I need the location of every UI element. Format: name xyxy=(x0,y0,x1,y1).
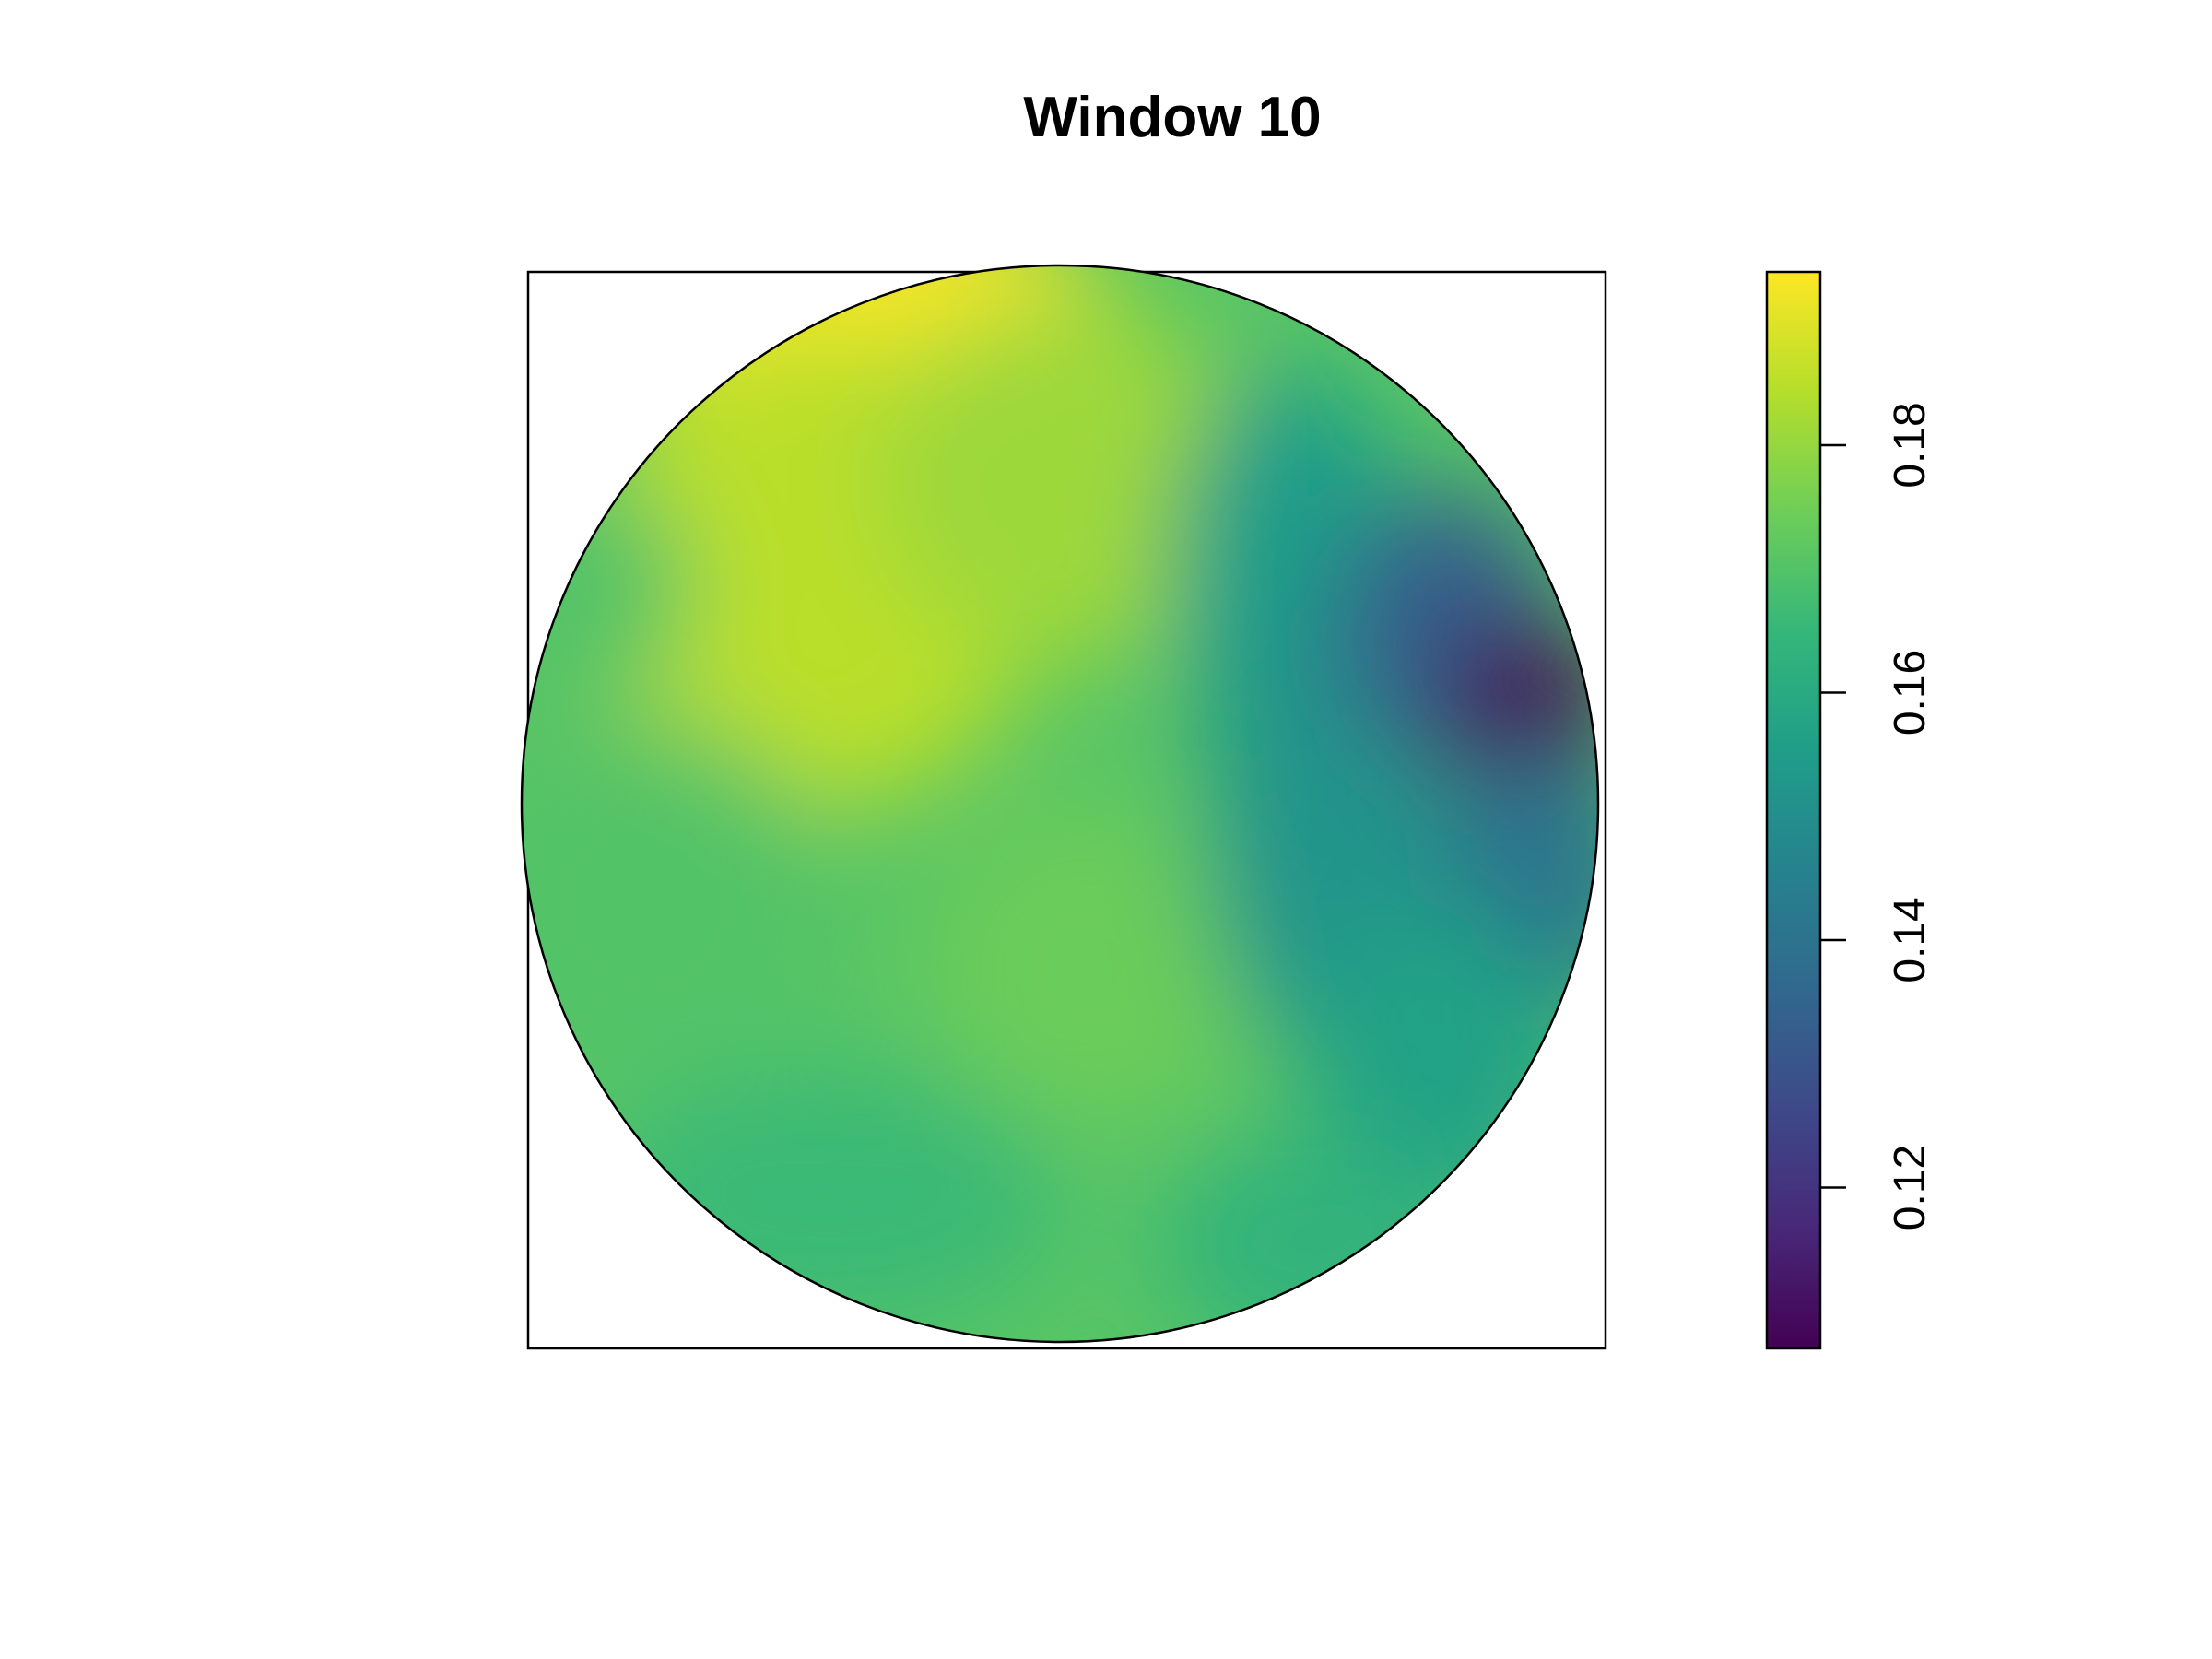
heatmap-field xyxy=(522,265,1598,1342)
circle-outline xyxy=(520,264,1600,1344)
heatmap-region xyxy=(522,479,691,700)
heatmap-region xyxy=(522,719,830,1088)
colorbar-tick-label: 0.14 xyxy=(1886,897,1935,982)
chart-title: Window 10 xyxy=(1023,86,1321,149)
colorbar-tick-label: 0.16 xyxy=(1886,650,1935,735)
colorbar xyxy=(1765,270,1822,1350)
colorbar-axis: 0.12 0.14 0.16 0.18 xyxy=(1820,402,1935,1230)
heatmap-region xyxy=(876,295,1244,664)
heatmap-region xyxy=(922,802,1253,1134)
heatmap-region xyxy=(599,1069,1060,1327)
colorbar-tick-label: 0.12 xyxy=(1886,1145,1935,1230)
colorbar-tick-label: 0.18 xyxy=(1886,402,1935,488)
